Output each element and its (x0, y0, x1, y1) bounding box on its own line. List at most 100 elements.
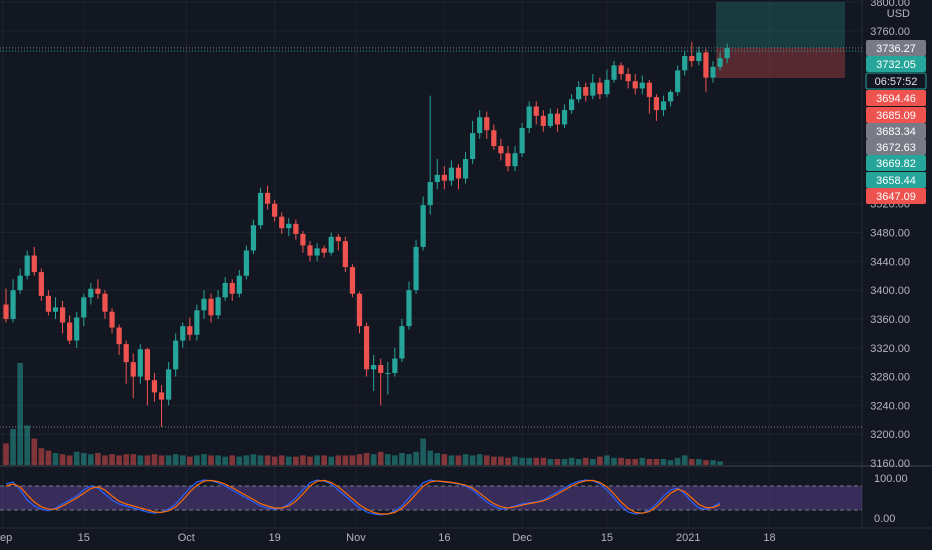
candle[interactable] (561, 104, 568, 129)
candle[interactable] (392, 347, 398, 377)
candle[interactable] (689, 41, 695, 67)
candle[interactable] (45, 290, 52, 316)
candle[interactable] (286, 218, 292, 237)
candle[interactable] (321, 245, 327, 258)
candle[interactable] (533, 101, 539, 125)
candle[interactable] (413, 239, 419, 294)
candle[interactable] (222, 277, 228, 301)
candle[interactable] (653, 94, 660, 121)
candle[interactable] (137, 344, 143, 384)
candle[interactable] (208, 293, 214, 323)
candle[interactable] (144, 347, 150, 406)
candle[interactable] (307, 241, 313, 262)
candle[interactable] (498, 138, 504, 161)
candle[interactable] (356, 291, 363, 334)
candle[interactable] (526, 101, 532, 134)
candle[interactable] (675, 65, 681, 96)
candle[interactable] (67, 315, 73, 345)
candle[interactable] (158, 385, 165, 427)
candle[interactable] (484, 111, 490, 139)
candle[interactable] (646, 79, 652, 114)
candle[interactable] (74, 311, 80, 348)
candle[interactable] (10, 279, 16, 323)
price-axis[interactable]: USD 3160.00 3200.00 3240.00 3280.00 3320.00 3… (870, 0, 910, 470)
candle[interactable] (597, 77, 603, 100)
candle[interactable] (667, 89, 674, 107)
candle[interactable] (166, 362, 172, 406)
candle[interactable] (399, 318, 405, 363)
candle[interactable] (710, 61, 716, 83)
candle[interactable] (519, 123, 525, 157)
candle[interactable] (491, 124, 497, 150)
candle[interactable] (569, 94, 575, 114)
candle[interactable] (215, 290, 221, 319)
candle[interactable] (59, 300, 66, 334)
candle[interactable] (724, 43, 730, 64)
candle[interactable] (349, 264, 356, 298)
candle[interactable] (385, 362, 391, 395)
candle[interactable] (618, 62, 624, 80)
candle[interactable] (88, 282, 94, 305)
candle[interactable] (109, 308, 115, 334)
candle[interactable] (611, 61, 617, 83)
candle[interactable] (293, 219, 299, 240)
candle[interactable] (441, 166, 447, 190)
candle[interactable] (250, 219, 257, 255)
candle[interactable] (272, 200, 278, 222)
candle[interactable] (151, 372, 158, 402)
candle[interactable] (371, 354, 377, 391)
candle[interactable] (31, 246, 37, 276)
candle[interactable] (95, 279, 101, 299)
candle[interactable] (660, 95, 667, 116)
candle[interactable] (625, 68, 631, 89)
candle[interactable] (279, 212, 285, 234)
candle[interactable] (434, 159, 440, 190)
candle[interactable] (52, 297, 59, 319)
candle[interactable] (81, 293, 87, 327)
candle[interactable] (604, 69, 610, 98)
candle[interactable] (682, 50, 688, 76)
candle[interactable] (696, 46, 702, 66)
candle[interactable] (201, 290, 207, 319)
candle[interactable] (17, 268, 23, 294)
candle[interactable] (38, 268, 44, 301)
candle[interactable] (717, 52, 723, 71)
candle[interactable] (703, 48, 709, 93)
candle[interactable] (180, 322, 186, 348)
candle[interactable] (590, 74, 596, 100)
candle[interactable] (470, 120, 476, 165)
candle[interactable] (576, 81, 582, 103)
candle[interactable] (130, 353, 136, 399)
candle[interactable] (335, 233, 341, 251)
candle[interactable] (123, 340, 129, 384)
candle[interactable] (378, 358, 384, 406)
candle[interactable] (102, 290, 108, 319)
candle[interactable] (173, 333, 179, 377)
candle[interactable] (547, 108, 553, 129)
candle[interactable] (512, 146, 518, 172)
candle[interactable] (24, 250, 30, 280)
candle[interactable] (363, 322, 370, 377)
candle[interactable] (243, 245, 249, 280)
candle[interactable] (314, 243, 320, 262)
candle[interactable] (300, 231, 306, 253)
candle[interactable] (187, 317, 193, 341)
candle[interactable] (455, 164, 462, 190)
candle[interactable] (427, 95, 433, 215)
candle[interactable] (554, 108, 561, 132)
candle[interactable] (462, 151, 469, 184)
candle[interactable] (420, 196, 426, 251)
candle[interactable] (116, 324, 122, 355)
candle[interactable] (505, 146, 511, 172)
candle[interactable] (632, 74, 638, 95)
candle[interactable] (328, 232, 334, 256)
candle[interactable] (540, 110, 546, 132)
candle[interactable] (448, 160, 455, 186)
candle[interactable] (477, 110, 483, 139)
candle[interactable] (406, 281, 412, 330)
candle[interactable] (257, 187, 264, 229)
candle[interactable] (229, 279, 235, 301)
candle[interactable] (236, 269, 242, 298)
candle[interactable] (639, 75, 645, 95)
